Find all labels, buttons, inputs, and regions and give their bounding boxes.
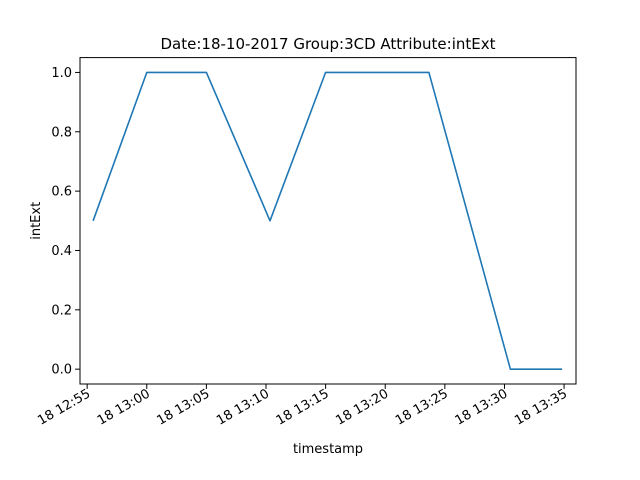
y-tick-label: 0.0 [51,363,72,378]
y-tick-label: 1.0 [51,66,72,81]
series-line [92,71,563,371]
plot-area [79,57,577,385]
x-axis-label: timestamp [293,442,363,457]
y-axis: 0.0 0.2 0.4 0.6 0.8 1.0 [51,66,80,378]
y-tick-label: 0.8 [51,125,72,140]
y-tick-label: 0.4 [51,244,72,259]
y-tick-label: 0.2 [51,303,72,318]
y-axis-label: intExt [29,202,44,240]
y-tick-label: 0.6 [51,185,72,200]
chart-title: Date:18-10-2017 Group:3CD Attribute:intE… [161,35,496,53]
